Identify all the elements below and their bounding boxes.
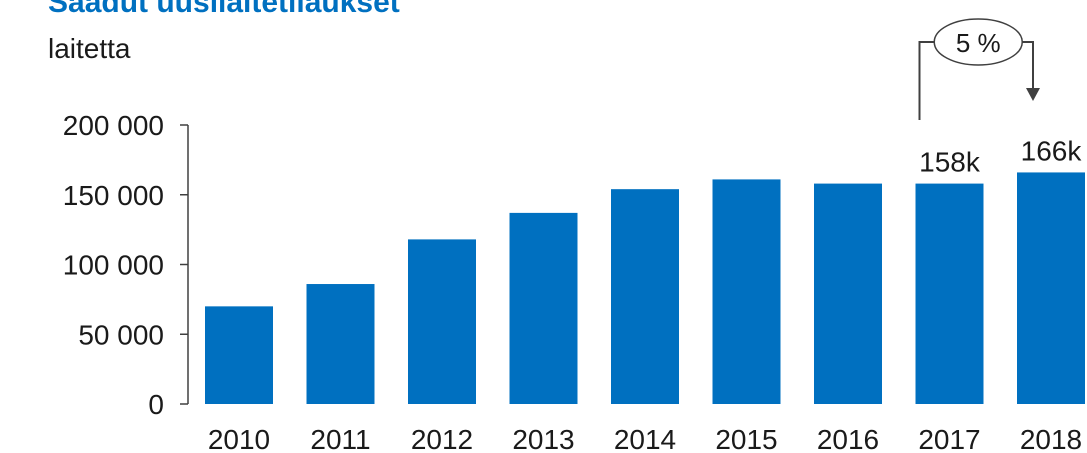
y-tick-label: 150 000 <box>63 180 164 211</box>
bar-2016 <box>814 183 882 404</box>
x-tick-label: 2014 <box>614 424 676 453</box>
x-tick-label: 2013 <box>512 424 574 453</box>
x-tick-label: 2016 <box>817 424 879 453</box>
x-tick-label: 2010 <box>208 424 270 453</box>
x-tick-label: 2011 <box>310 424 370 453</box>
bar-2012 <box>408 239 476 404</box>
x-axis-tick-labels: 2010 2011 2012 2013 2014 2015 2016 2017 2018 <box>208 424 1082 453</box>
data-label-2017: 158k <box>919 147 981 178</box>
x-tick-label: 2018 <box>1020 424 1082 453</box>
growth-label: 5 % <box>956 28 1001 58</box>
bar-2013 <box>509 212 578 404</box>
x-tick-label: 2017 <box>918 424 980 453</box>
y-tick-label: 0 <box>148 389 164 420</box>
y-axis-unit-label: laitetta <box>48 33 131 64</box>
y-tick-label: 100 000 <box>63 250 164 281</box>
chart-title: Saadut uusilaitetilaukset <box>48 0 400 19</box>
y-tick-label: 50 000 <box>78 319 164 350</box>
y-axis: 0 50 000 100 000 150 000 200 000 <box>63 110 189 420</box>
bar-2011 <box>306 284 375 404</box>
annotation-ellipse <box>933 18 1023 66</box>
bar-2014 <box>611 189 679 404</box>
data-labels: 158k 166k <box>919 135 1082 177</box>
growth-annotation: 5 % <box>918 18 1040 120</box>
bars <box>205 172 1085 404</box>
arrow-head-icon <box>1026 88 1040 101</box>
x-tick-label: 2015 <box>715 424 777 453</box>
bar-2010 <box>205 306 273 404</box>
bar-2017 <box>915 183 984 404</box>
y-tick-label: 200 000 <box>63 110 164 141</box>
data-label-2018: 166k <box>1021 135 1083 166</box>
x-tick-label: 2012 <box>411 424 473 453</box>
bar-2015 <box>712 179 781 404</box>
bar-2018 <box>1017 172 1085 404</box>
